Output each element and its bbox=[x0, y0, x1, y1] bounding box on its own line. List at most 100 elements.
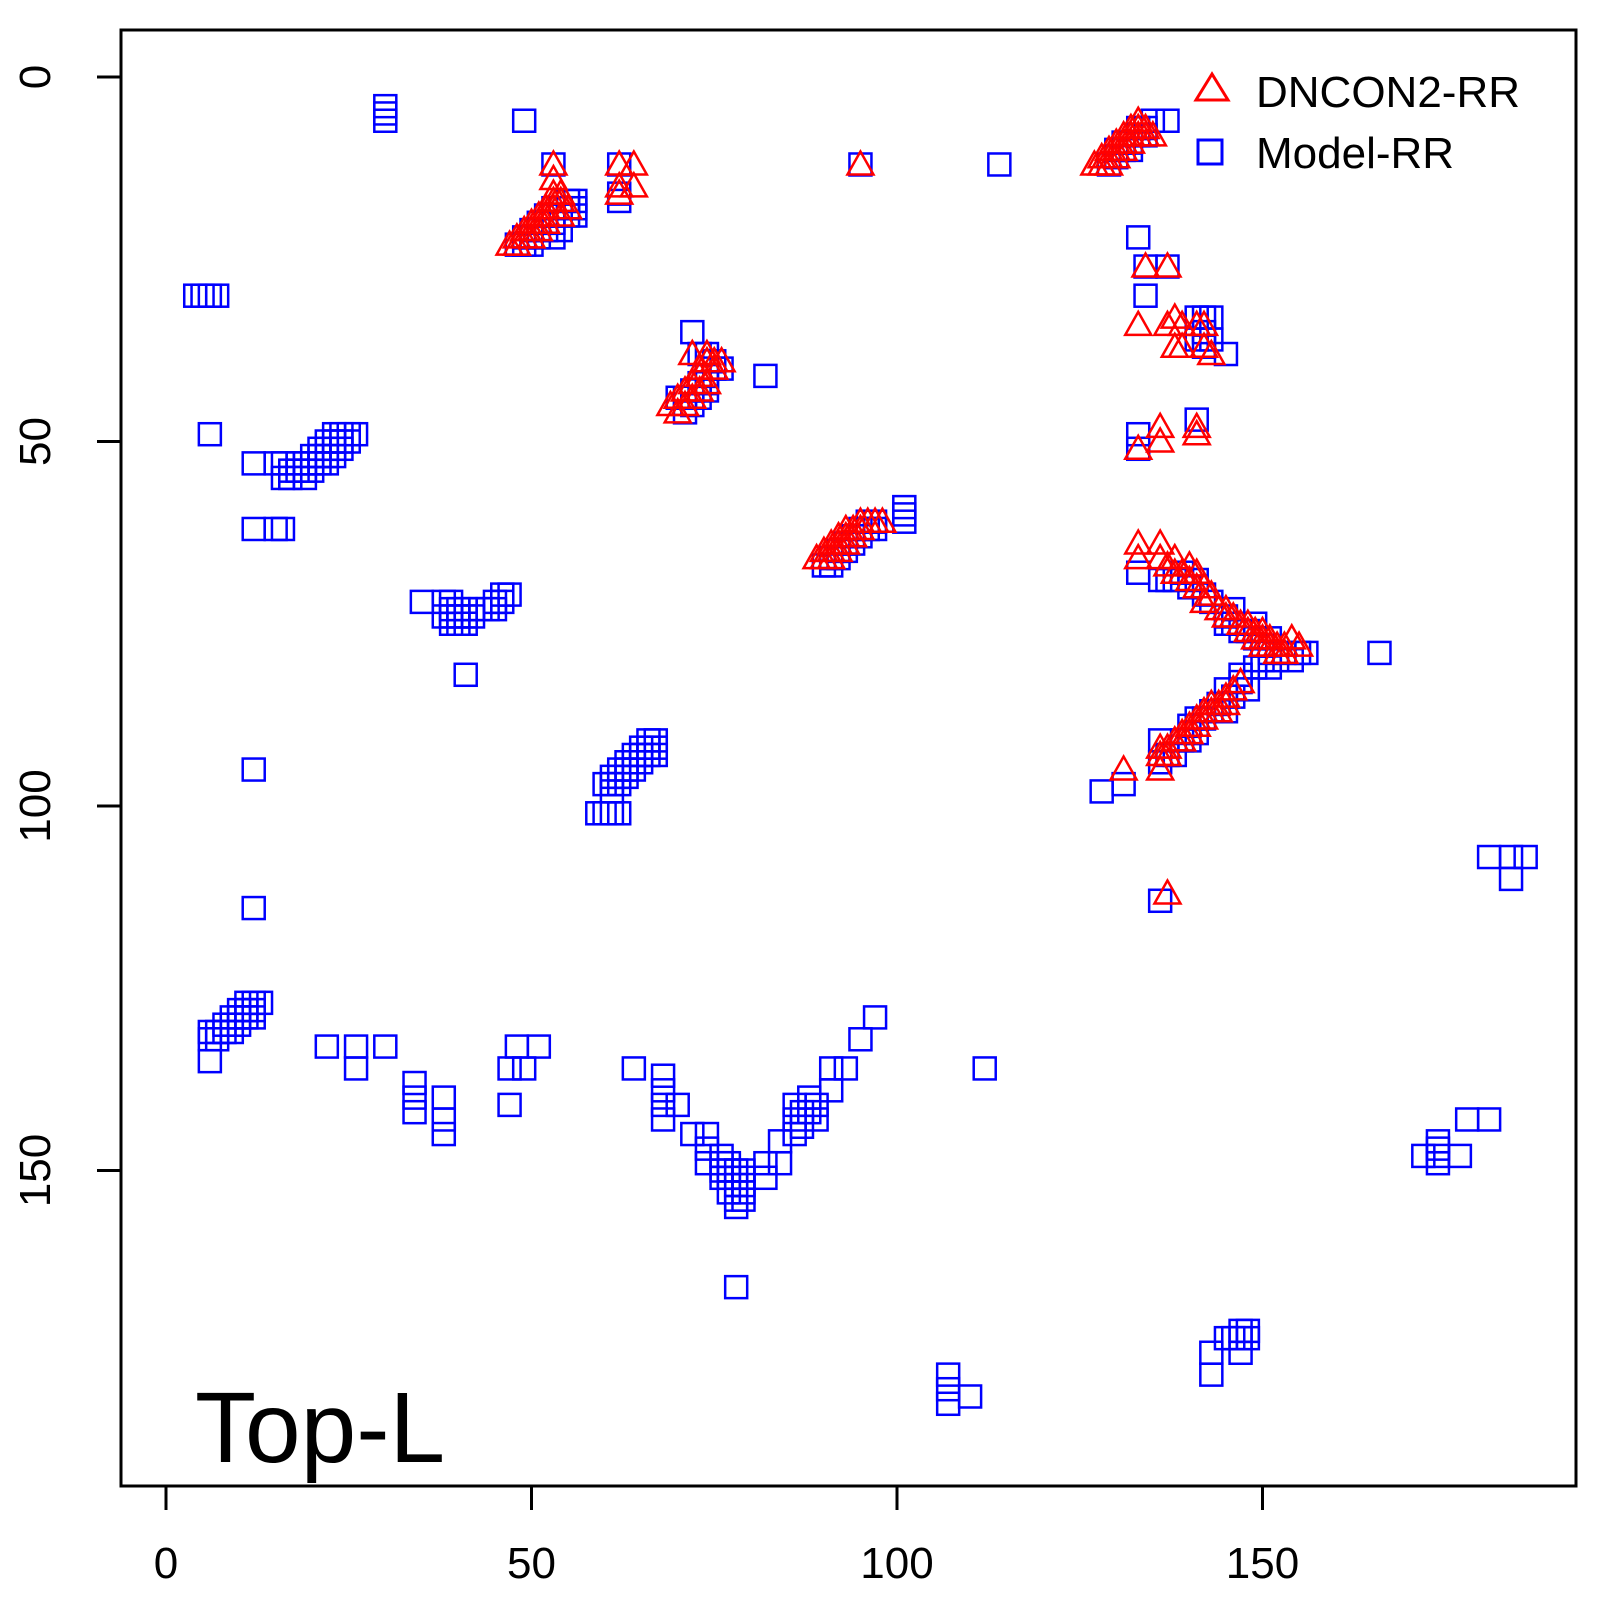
square-point bbox=[1199, 1340, 1224, 1365]
square-point bbox=[797, 1099, 822, 1125]
triangle-point bbox=[677, 338, 708, 366]
square-point bbox=[278, 458, 303, 483]
legend-marker-model-rr bbox=[1196, 138, 1224, 166]
square-point bbox=[270, 516, 296, 542]
square-point bbox=[862, 1005, 888, 1030]
square-point bbox=[299, 451, 325, 476]
square-point bbox=[438, 604, 464, 629]
square-point bbox=[731, 1172, 756, 1198]
square-point bbox=[234, 1005, 259, 1030]
square-point bbox=[599, 771, 625, 797]
triangle-point bbox=[1276, 622, 1307, 650]
square-point bbox=[292, 458, 318, 483]
square-point bbox=[636, 742, 661, 768]
square-point bbox=[438, 589, 464, 615]
square-point bbox=[935, 1362, 961, 1387]
square-point bbox=[482, 596, 508, 622]
square-point bbox=[723, 1158, 749, 1183]
square-point bbox=[1498, 844, 1524, 870]
square-point bbox=[197, 1027, 223, 1052]
square-point bbox=[241, 516, 266, 542]
triangle-point bbox=[837, 520, 869, 548]
square-point bbox=[212, 1019, 237, 1045]
triangle-point bbox=[1188, 571, 1220, 599]
square-point bbox=[1257, 655, 1283, 680]
triangle-point bbox=[1145, 542, 1176, 570]
triangle-point bbox=[1145, 528, 1176, 555]
square-point bbox=[731, 1165, 756, 1191]
square-point bbox=[321, 436, 347, 462]
square-point bbox=[643, 742, 669, 768]
square-point bbox=[204, 1027, 230, 1052]
square-point bbox=[1411, 1143, 1436, 1169]
square-point bbox=[197, 1019, 223, 1045]
legend-marker-dncon2-rr bbox=[1193, 71, 1231, 102]
triangle-point bbox=[677, 382, 708, 410]
triangle-point bbox=[1225, 666, 1256, 694]
triangle-point bbox=[1145, 411, 1176, 439]
square-point bbox=[892, 494, 917, 520]
square-point bbox=[753, 363, 778, 389]
square-point bbox=[241, 757, 266, 782]
square-point bbox=[453, 611, 478, 636]
triangle-point bbox=[1159, 542, 1190, 570]
triangle-point bbox=[662, 396, 693, 424]
square-point bbox=[1367, 640, 1392, 666]
square-point bbox=[621, 742, 647, 768]
square-point bbox=[753, 1165, 778, 1191]
square-point bbox=[197, 421, 223, 447]
square-point bbox=[716, 1165, 742, 1191]
square-point bbox=[468, 596, 493, 622]
x-tick-label: 0 bbox=[154, 1539, 178, 1588]
square-point bbox=[1228, 1325, 1253, 1351]
triangle-point bbox=[816, 542, 847, 570]
square-point bbox=[1125, 225, 1151, 250]
square-point bbox=[329, 429, 354, 454]
triangle-point bbox=[1188, 586, 1220, 614]
triangle-point bbox=[1166, 557, 1198, 584]
square-point bbox=[446, 596, 471, 622]
square-point bbox=[709, 1143, 734, 1169]
square-point bbox=[526, 1034, 552, 1059]
triangle-point bbox=[604, 170, 635, 198]
square-point bbox=[431, 1107, 457, 1132]
square-point bbox=[606, 771, 632, 797]
square-point bbox=[599, 764, 625, 790]
square-point bbox=[694, 1121, 720, 1147]
square-point bbox=[241, 451, 266, 476]
triangle-point bbox=[538, 192, 569, 220]
triangle-point bbox=[1181, 418, 1212, 446]
plot-frame bbox=[119, 28, 1578, 1488]
triangle-point bbox=[1108, 754, 1139, 781]
square-point bbox=[614, 764, 639, 790]
triangle-point bbox=[699, 353, 730, 380]
square-point bbox=[694, 1136, 720, 1161]
square-point bbox=[343, 1056, 369, 1081]
triangle-point bbox=[1196, 688, 1227, 716]
square-point bbox=[402, 1070, 427, 1096]
square-point bbox=[336, 421, 361, 447]
square-point bbox=[716, 1150, 742, 1176]
square-point bbox=[606, 764, 632, 790]
square-point bbox=[650, 1078, 676, 1103]
square-point bbox=[636, 728, 661, 753]
triangle-point bbox=[523, 214, 554, 242]
triangle-point bbox=[1123, 105, 1154, 132]
square-point bbox=[833, 1056, 859, 1081]
axes: 0 50 100 150 0 50 100 150 bbox=[11, 65, 1299, 1588]
square-point bbox=[1242, 655, 1268, 680]
square-point bbox=[1454, 1107, 1480, 1132]
triangle-point bbox=[1101, 141, 1132, 169]
square-point bbox=[1498, 866, 1524, 892]
square-point bbox=[299, 458, 325, 483]
square-point bbox=[263, 451, 288, 476]
triangle-point bbox=[1159, 724, 1190, 752]
square-point bbox=[643, 735, 669, 760]
square-point bbox=[731, 1158, 756, 1183]
square-point bbox=[314, 436, 340, 462]
square-point bbox=[321, 429, 347, 454]
square-point bbox=[307, 443, 332, 469]
panel-annotation: Top-L bbox=[195, 1372, 445, 1484]
y-tick-label: 150 bbox=[11, 1134, 60, 1207]
square-point bbox=[511, 108, 537, 133]
